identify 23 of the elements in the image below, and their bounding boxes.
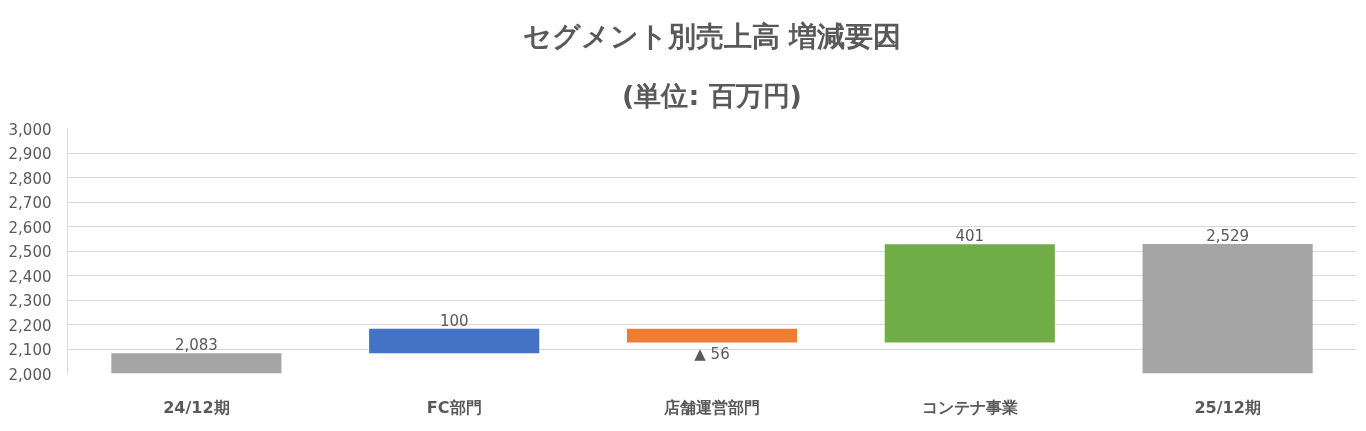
x-tick-label: コンテナ事業: [921, 397, 1018, 417]
chart-title: セグメント別売上高 増減要因: [522, 19, 902, 53]
data-label: 100: [439, 311, 469, 330]
data-label: 2,529: [1206, 226, 1250, 245]
y-tick-label: 2,500: [8, 243, 52, 261]
data-label: 401: [955, 227, 985, 246]
y-tick-label: 2,300: [8, 292, 52, 310]
y-tick-label: 2,700: [8, 194, 52, 212]
y-tick-label: 2,100: [8, 341, 52, 359]
data-label: ▲ 56: [694, 345, 730, 364]
data-label: 2,083: [174, 336, 218, 355]
y-tick-label: 2,600: [8, 218, 52, 237]
x-tick-label: 店舗運営部門: [663, 397, 760, 417]
y-tick-label: 2,900: [8, 145, 52, 163]
chart-subtitle: (単位: 百万円): [622, 79, 802, 111]
x-tick-label: 25/12期: [1194, 397, 1261, 417]
y-tick-label: 2,400: [8, 267, 52, 286]
y-tick-label: 2,000: [8, 365, 52, 384]
y-tick-label: 2,800: [8, 169, 52, 188]
y-tick-label: 3,000: [8, 120, 52, 139]
x-tick-label: 24/12期: [163, 397, 230, 417]
x-tick-label: FC部門: [426, 397, 482, 417]
y-tick-label: 2,200: [8, 316, 52, 335]
